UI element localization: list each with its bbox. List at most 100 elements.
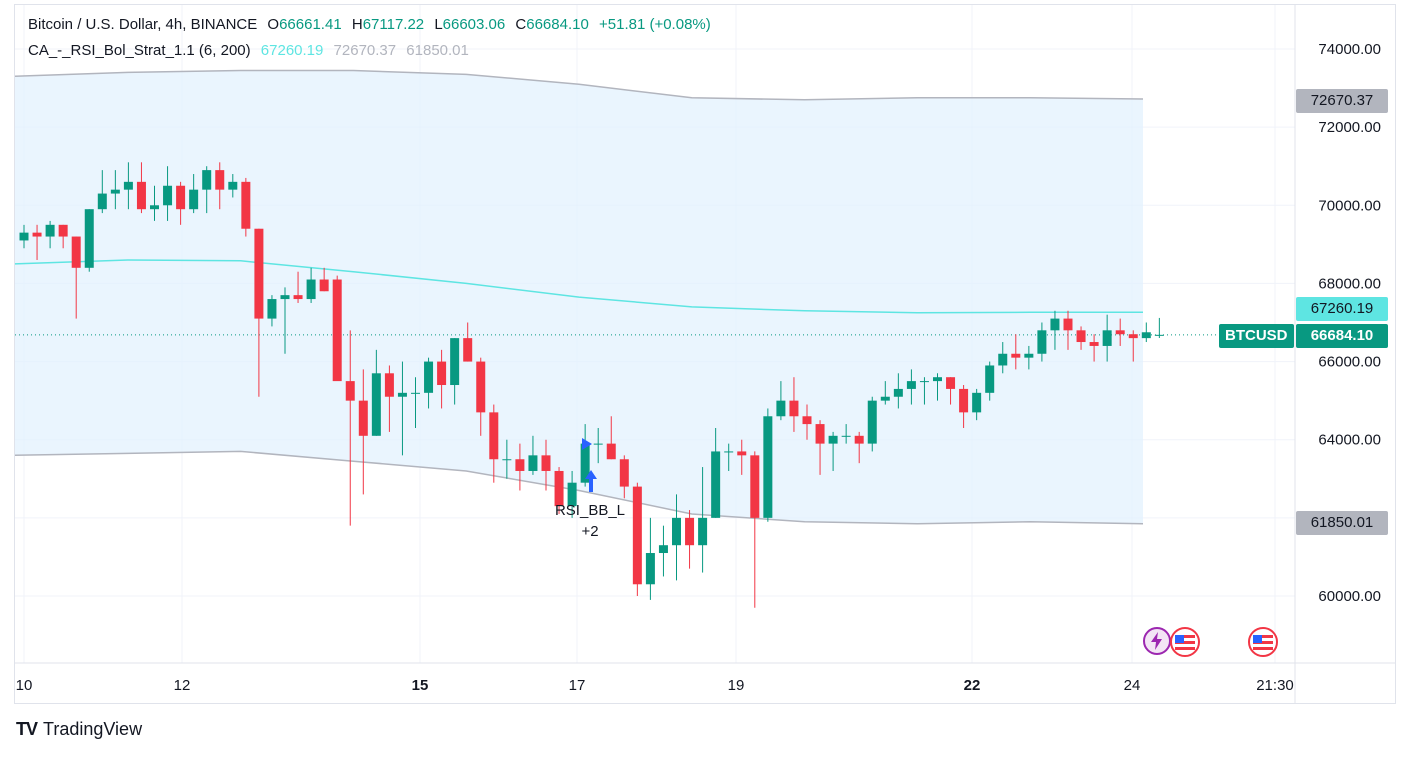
candle (776, 381, 786, 421)
candle-body (685, 517, 695, 546)
candle (1037, 322, 1047, 362)
time-tick-label: 24 (1124, 677, 1141, 694)
candle (541, 439, 551, 491)
candle (293, 271, 303, 303)
symbol-legend[interactable]: Bitcoin / U.S. Dollar, 4h, BINANCE O6666… (28, 16, 717, 33)
candle (1141, 322, 1151, 343)
candle-body (123, 181, 133, 190)
candle (880, 381, 890, 405)
candle (358, 369, 368, 495)
candle (254, 228, 264, 397)
candle-body (489, 412, 499, 460)
close-value: 66684.10 (526, 16, 589, 33)
candle (84, 209, 94, 272)
high-value: 67117.22 (362, 16, 425, 33)
candle (750, 451, 760, 608)
candle (319, 267, 329, 292)
candle (19, 224, 29, 249)
signal-marker[interactable]: RSI_BB_L +2 (555, 438, 625, 540)
candle-body (1102, 330, 1112, 346)
candle (672, 494, 681, 581)
price-tick-label: 72000.00 (1318, 119, 1381, 136)
candle (998, 342, 1008, 374)
event-flag-icon[interactable] (1143, 627, 1171, 655)
bollinger-lower-line (14, 450, 1144, 525)
candle-body (358, 400, 368, 436)
high-label: H (351, 16, 363, 33)
candle (397, 361, 407, 456)
candle (58, 224, 68, 249)
bollinger-upper-line (14, 69, 1144, 101)
candle (619, 455, 629, 499)
candle-body (554, 470, 564, 507)
open-value: 66661.41 (279, 16, 342, 33)
candle-body (528, 455, 538, 471)
candle-body (658, 545, 668, 554)
candle-body (737, 451, 747, 456)
candle-body (515, 459, 525, 471)
candle (463, 322, 473, 362)
candle-body (476, 361, 486, 413)
indicator-legend[interactable]: CA_-_RSI_Bol_Strat_1.1 (6, 200) 67260.19… (28, 42, 475, 59)
ohlc-high: H67117.22 (352, 16, 424, 33)
candle (685, 510, 695, 569)
time-scale[interactable]: 10 12 15 17 19 22 24 21:30 (16, 677, 1294, 694)
us-flag-icon[interactable] (1170, 627, 1200, 657)
candle (371, 349, 381, 436)
candle (1024, 345, 1034, 370)
us-flag-icon-right[interactable] (1248, 627, 1278, 657)
ticker-label: BTCUSD (1219, 324, 1294, 348)
candle (1115, 318, 1125, 346)
candle-body (110, 189, 120, 194)
candle-body (450, 338, 460, 386)
candle-body (580, 443, 590, 483)
candle-body (1076, 330, 1086, 343)
candle-body (1154, 334, 1164, 336)
candle-body (711, 451, 721, 518)
candle (1089, 334, 1099, 362)
change-value: +51.81 (+0.08%) (599, 16, 711, 33)
us-flag-circle-icon (1248, 627, 1278, 657)
price-tick-label: 64000.00 (1318, 432, 1381, 449)
candle (489, 404, 499, 483)
time-tick-label: 17 (569, 677, 586, 694)
signal-label: RSI_BB_L (555, 502, 625, 519)
candle (424, 357, 434, 409)
candle (515, 443, 525, 491)
candle (972, 388, 982, 421)
candle-body (371, 373, 381, 436)
candle (110, 170, 120, 210)
candle-body (1141, 332, 1151, 339)
ohlc-open: O66661.41 (267, 16, 341, 33)
candle (815, 420, 825, 475)
candle-body (1050, 318, 1060, 331)
candle-body (632, 486, 642, 585)
candle (763, 408, 773, 522)
candle (450, 338, 460, 405)
candle (45, 220, 55, 249)
candle-body (19, 232, 29, 241)
candle (150, 185, 159, 221)
candle (1050, 310, 1060, 350)
candle (1102, 314, 1112, 362)
candle (189, 174, 199, 214)
candle-body (176, 185, 186, 210)
candle (724, 443, 734, 471)
indicator-lower-value: 61850.01 (406, 42, 469, 59)
candle (906, 369, 916, 405)
candle (632, 482, 642, 596)
candle (163, 166, 173, 221)
candle (332, 275, 342, 382)
candle-body (1089, 342, 1099, 346)
candle-body (724, 451, 734, 453)
candle (933, 373, 942, 401)
candle (437, 349, 447, 409)
tradingview-logo[interactable]: TV TradingView (16, 719, 142, 740)
candle (123, 162, 133, 210)
lower-band-price-label: 61850.01 (1296, 511, 1388, 535)
candle-body (802, 416, 812, 425)
candle-body (959, 388, 969, 413)
basis-price-label: 67260.19 (1296, 297, 1388, 321)
candle (946, 377, 956, 405)
